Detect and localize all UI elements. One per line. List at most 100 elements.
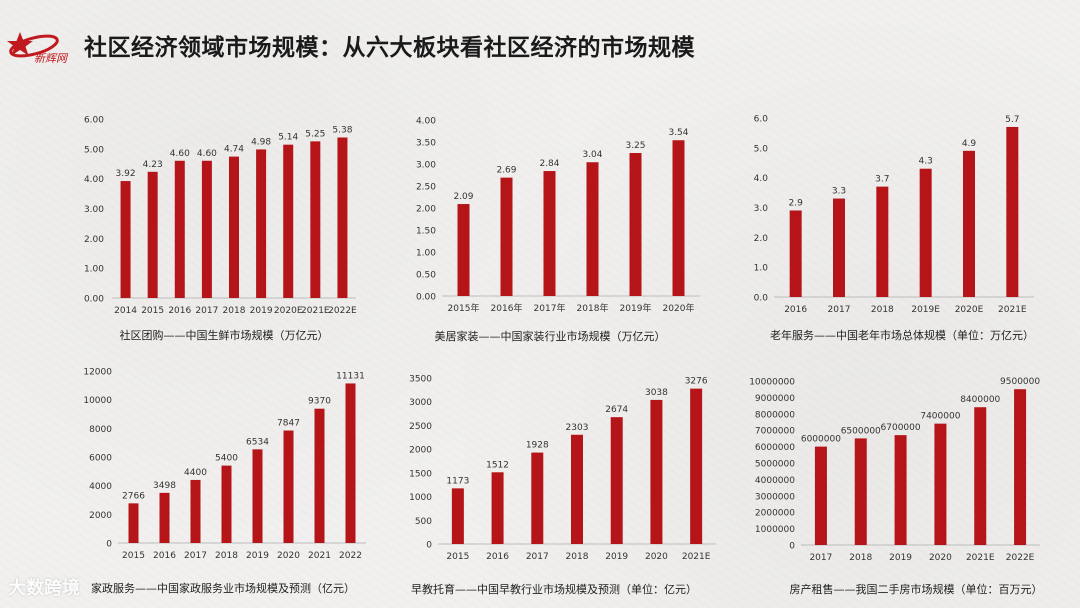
x-tick-label: 2021E (998, 305, 1027, 315)
x-tick-label: 2016 (168, 306, 191, 316)
bar (610, 417, 623, 544)
x-tick-label: 2021 (308, 551, 331, 561)
data-label: 5.38 (332, 125, 352, 135)
x-tick-label: 2015年 (448, 302, 480, 314)
y-tick-label: 6.00 (84, 116, 104, 126)
x-tick-label: 2017年 (534, 302, 566, 314)
y-tick-label: 1.00 (416, 249, 436, 259)
bar (672, 140, 685, 296)
data-label: 9370 (308, 397, 331, 407)
chart-caption: 老年服务——中国老年市场总体规模（单位：万亿元） (770, 328, 1034, 342)
x-tick-label: 2019 (246, 551, 269, 561)
y-tick-label: 2000 (89, 511, 112, 521)
bar (345, 383, 356, 543)
data-label: 11131 (336, 371, 365, 381)
x-tick-label: 2018 (215, 551, 238, 561)
y-tick-label: 12000 (83, 368, 112, 378)
data-label: 3.92 (116, 169, 136, 179)
bar (147, 171, 158, 298)
bar (252, 449, 263, 543)
data-label: 3.3 (832, 187, 846, 197)
bar (876, 186, 889, 297)
y-tick-label: 0 (106, 540, 112, 550)
x-tick-label: 2015 (446, 552, 469, 562)
data-label: 5400 (215, 454, 238, 464)
y-tick-label: 10000 (83, 396, 112, 406)
x-tick-label: 2016 (153, 551, 176, 561)
x-tick-label: 2018 (849, 553, 872, 563)
y-tick-label: 2.0 (754, 234, 769, 244)
data-label: 7847 (277, 419, 300, 429)
y-tick-label: 4.00 (84, 175, 104, 185)
x-tick-label: 2022E (1006, 553, 1035, 563)
y-tick-label: 3.00 (84, 205, 104, 215)
y-tick-label: 4.00 (416, 117, 436, 127)
y-tick-label: 8000 (89, 425, 112, 435)
x-tick-label: 2019E (911, 305, 940, 315)
star-logo-icon (7, 32, 59, 58)
data-label: 6000000 (801, 435, 841, 445)
bar (500, 177, 513, 296)
y-tick-label: 0.50 (416, 271, 436, 281)
x-tick-label: 2016 (784, 305, 807, 315)
y-tick-label: 6000 (89, 454, 112, 464)
y-tick-label: 4.0 (754, 174, 769, 184)
data-label: 7400000 (920, 412, 960, 422)
y-tick-label: 7000000 (755, 427, 795, 437)
bar (283, 144, 294, 298)
data-label: 6500000 (841, 426, 881, 436)
bar (491, 472, 504, 544)
bar (451, 488, 464, 544)
x-tick-label: 2018年 (577, 302, 609, 314)
x-tick-label: 2022E (328, 306, 357, 316)
bar (894, 435, 907, 545)
chart-caption: 美居家装——中国家装行业市场规模（万亿元） (435, 329, 666, 343)
data-label: 8400000 (960, 395, 1000, 405)
bar (629, 153, 642, 296)
x-tick-label: 2021E (301, 306, 330, 316)
y-tick-label: 1.50 (416, 227, 436, 237)
y-tick-label: 4000000 (755, 476, 795, 486)
data-label: 5.25 (305, 129, 325, 139)
x-tick-label: 2018 (223, 306, 246, 316)
bar (159, 492, 170, 543)
y-tick-label: 2000 (409, 446, 432, 456)
y-tick-label: 10000000 (749, 378, 795, 388)
bar (1006, 126, 1019, 297)
y-tick-label: 1000000 (755, 525, 795, 535)
bar (963, 150, 975, 297)
bar (919, 168, 932, 297)
y-tick-label: 5000000 (755, 460, 795, 470)
x-tick-label: 2018 (871, 305, 894, 315)
data-label: 1928 (526, 441, 549, 451)
data-label: 3.54 (668, 128, 688, 138)
bar (229, 156, 239, 298)
x-tick-label: 2018 (566, 552, 589, 562)
y-tick-label: 5.0 (754, 144, 769, 154)
x-tick-label: 2019 (250, 306, 273, 316)
data-label: 3498 (153, 481, 176, 491)
page-title: 社区经济领域市场规模：从六大板块看社区经济的市场规模 (84, 35, 695, 61)
bar (543, 171, 556, 296)
data-label: 5.7 (1005, 115, 1019, 125)
bar (310, 141, 321, 298)
x-tick-label: 2020 (929, 553, 952, 563)
bar (221, 465, 232, 543)
data-label: 4.9 (962, 139, 977, 149)
data-label: 2674 (605, 405, 628, 415)
x-tick-label: 2020年 (663, 302, 695, 314)
data-label: 4.98 (251, 137, 271, 147)
x-tick-label: 2021E (966, 553, 995, 563)
data-label: 4.60 (197, 149, 217, 159)
chart-caption: 社区团购——中国生鲜市场规模（万亿元） (120, 328, 329, 342)
data-label: 4.74 (224, 145, 244, 155)
x-tick-label: 2017 (184, 551, 207, 561)
data-label: 4.60 (170, 149, 190, 159)
bar (586, 162, 599, 296)
x-tick-label: 2019 (889, 553, 912, 563)
y-tick-label: 8000000 (755, 410, 795, 420)
data-label: 4.23 (143, 160, 163, 170)
bar (934, 423, 947, 545)
x-tick-label: 2017 (828, 305, 851, 315)
y-tick-label: 2.00 (84, 235, 104, 245)
